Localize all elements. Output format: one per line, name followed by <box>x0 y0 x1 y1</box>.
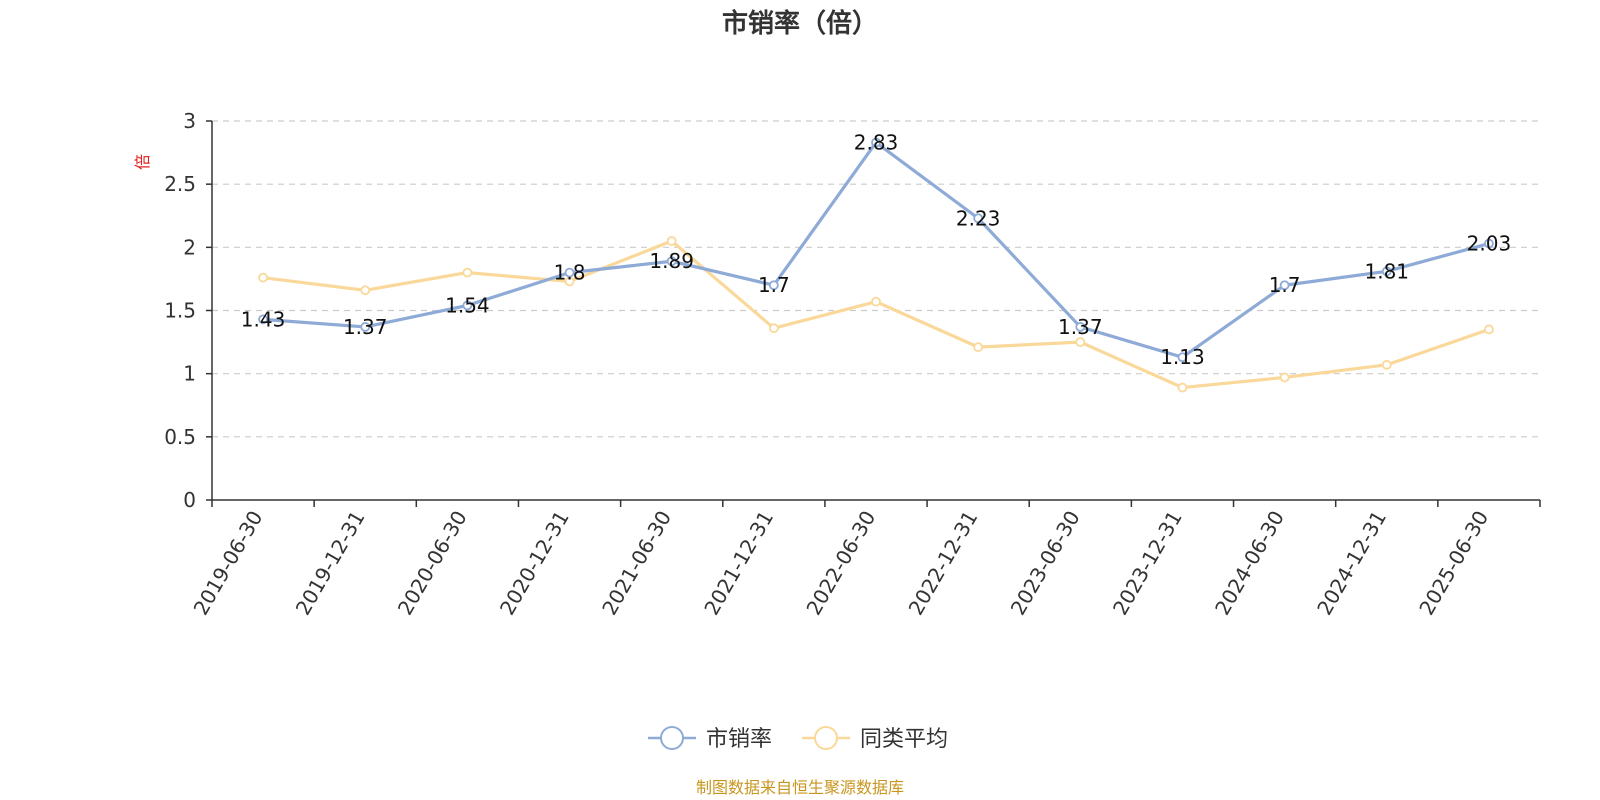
legend-marker-icon <box>814 726 838 750</box>
data-point <box>666 256 677 267</box>
legend-item: 市销率 <box>648 726 772 752</box>
x-tick-label: 2022-12-31 <box>904 506 983 619</box>
data-label: 1.37 <box>1058 315 1103 339</box>
data-point <box>258 314 268 325</box>
x-tick-label: 2022-06-30 <box>801 507 880 620</box>
y-tick-label: 2.5 <box>164 172 196 196</box>
data-point <box>360 285 371 296</box>
data-point <box>871 137 881 148</box>
data-point <box>1075 322 1086 332</box>
x-tick-label: 2025-06-30 <box>1414 507 1493 620</box>
x-tick-label: 2023-06-30 <box>1006 507 1085 620</box>
data-label-layer: 1.43 1.37 1.54 1.8 1.89 1.7 2.83 2.23 1.37 1.13 1.… <box>241 130 1511 369</box>
data-point <box>768 280 779 291</box>
x-tick-label: 2021-06-30 <box>597 507 676 620</box>
data-point <box>666 236 677 246</box>
axis-layer: 0 0.5 1 1.5 2 2.5 3 2019-06-30 2019-12-31 2020-06… <box>164 109 1541 620</box>
data-label: 2.23 <box>956 206 1001 230</box>
data-label: 1.81 <box>1365 259 1410 283</box>
data-point <box>768 323 779 334</box>
data-label: 1.13 <box>1160 345 1205 369</box>
data-label: 1.7 <box>758 273 790 297</box>
x-tick-label: 2019-06-30 <box>189 507 268 620</box>
series-line <box>262 140 1490 359</box>
y-tick-label: 0.5 <box>164 425 196 449</box>
y-tick-label: 2 <box>183 235 196 259</box>
x-tick-label: 2024-12-31 <box>1312 507 1391 620</box>
data-label: 2.03 <box>1467 232 1512 256</box>
data-label: 1.43 <box>241 307 286 331</box>
data-point <box>1279 280 1290 291</box>
data-point <box>871 296 881 307</box>
legend-marker-icon <box>660 726 684 750</box>
data-point <box>1177 382 1188 393</box>
data-point <box>360 322 371 332</box>
y-tick-label: 1 <box>183 362 196 386</box>
x-tick-label: 2021-12-31 <box>699 507 778 620</box>
x-tick-label: 2020-06-30 <box>393 507 472 620</box>
y-axis-unit: 倍 <box>133 154 152 170</box>
y-tick-label: 1.5 <box>164 299 196 323</box>
legend-label: 市销率 <box>706 727 772 752</box>
data-label: 1.37 <box>343 315 388 339</box>
data-point <box>1484 324 1494 335</box>
legend-item: 同类平均 <box>802 726 948 752</box>
legend: 市销率 同类平均 <box>648 726 948 752</box>
data-label: 1.54 <box>445 293 490 317</box>
y-tick-label: 0 <box>183 488 196 512</box>
data-point <box>1279 372 1290 383</box>
data-point <box>1484 238 1494 249</box>
data-label: 1.89 <box>649 249 694 273</box>
data-point <box>564 267 575 278</box>
data-point <box>462 300 473 311</box>
data-point <box>1381 359 1392 370</box>
series-layer <box>258 137 1494 393</box>
grid-layer <box>212 120 1540 438</box>
data-point <box>258 272 268 283</box>
x-tick-label: 2019-12-31 <box>291 507 370 620</box>
legend-label: 同类平均 <box>860 727 948 752</box>
data-point <box>973 342 984 353</box>
data-point <box>1075 337 1086 347</box>
data-point <box>1381 266 1392 277</box>
data-point <box>1177 352 1188 363</box>
source-note: 制图数据来自恒生聚源数据库 <box>696 778 904 797</box>
chart-title: 市销率（倍） <box>722 8 878 39</box>
data-label: 2.83 <box>854 130 899 154</box>
x-tick-label: 2024-06-30 <box>1210 507 1289 620</box>
data-point <box>973 213 984 224</box>
x-tick-label: 2020-12-31 <box>495 507 574 620</box>
data-label: 1.8 <box>554 261 586 285</box>
x-tick-label: 2023-12-31 <box>1108 507 1187 620</box>
data-point <box>462 267 473 278</box>
y-tick-label: 3 <box>183 109 196 133</box>
data-label: 1.7 <box>1269 273 1301 297</box>
